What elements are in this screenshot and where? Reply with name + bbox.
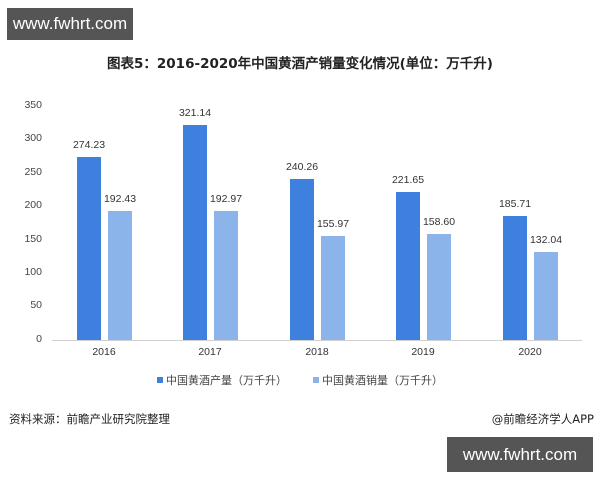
legend-item-sales[interactable]: 中国黄酒销量（万千升） <box>313 372 443 388</box>
x-tick: 2016 <box>92 346 116 358</box>
credit-note: @前瞻经济学人APP <box>491 412 594 426</box>
y-tick: 0 <box>36 333 42 345</box>
bar-sales-2018[interactable] <box>321 235 345 340</box>
bar-prod-2016[interactable] <box>77 156 101 340</box>
y-tick: 150 <box>24 233 42 245</box>
x-tick: 2020 <box>518 346 542 358</box>
bar-prod-2017[interactable] <box>183 125 207 340</box>
value-label: 132.04 <box>529 233 563 246</box>
legend: 中国黄酒产量（万千升） 中国黄酒销量（万千升） <box>0 372 600 388</box>
bar-sales-2017[interactable] <box>214 210 238 340</box>
y-tick: 100 <box>24 266 42 278</box>
value-label: 192.43 <box>103 193 137 206</box>
watermark-top: www.fwhrt.com <box>7 8 133 40</box>
bar-prod-2018[interactable] <box>290 179 314 340</box>
x-tick: 2018 <box>305 346 329 358</box>
legend-item-production[interactable]: 中国黄酒产量（万千升） <box>157 372 287 388</box>
legend-swatch-icon <box>313 377 319 383</box>
y-tick: 250 <box>24 166 42 178</box>
y-tick: 200 <box>24 199 42 211</box>
x-tick: 2017 <box>198 346 222 358</box>
bar-prod-2019[interactable] <box>396 191 420 340</box>
value-label: 185.71 <box>498 197 532 210</box>
value-label: 240.26 <box>285 161 319 174</box>
x-axis-line <box>52 340 582 341</box>
value-label: 158.60 <box>422 215 456 228</box>
bar-sales-2020[interactable] <box>534 251 558 340</box>
legend-label: 中国黄酒销量（万千升） <box>322 374 443 387</box>
y-tick: 350 <box>24 99 42 111</box>
watermark-bottom: www.fwhrt.com <box>447 437 593 472</box>
value-label: 221.65 <box>391 173 425 186</box>
y-tick: 300 <box>24 132 42 144</box>
legend-swatch-icon <box>157 377 163 383</box>
legend-label: 中国黄酒产量（万千升） <box>166 374 287 387</box>
y-tick: 50 <box>30 299 42 311</box>
source-note: 资料来源：前瞻产业研究院整理 <box>9 412 170 426</box>
bar-prod-2020[interactable] <box>503 215 527 340</box>
bar-sales-2019[interactable] <box>427 233 451 340</box>
x-tick: 2019 <box>411 346 435 358</box>
chart-title: 图表5：2016-2020年中国黄酒产销量变化情况(单位：万千升) <box>107 56 493 72</box>
bar-sales-2016[interactable] <box>108 211 132 340</box>
value-label: 274.23 <box>72 138 106 151</box>
value-label: 192.97 <box>209 192 243 205</box>
value-label: 155.97 <box>316 217 350 230</box>
value-label: 321.14 <box>178 107 212 120</box>
